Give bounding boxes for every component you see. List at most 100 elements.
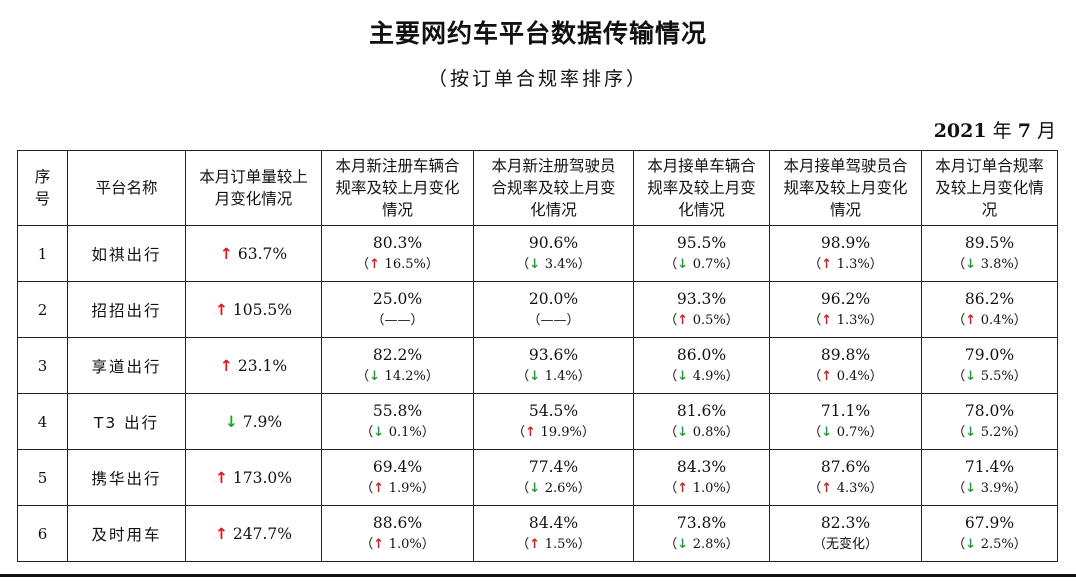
- header-index: 序号: [17, 150, 68, 226]
- metric-value: 90.6%: [528, 233, 579, 252]
- arrow-up-icon: ↑: [677, 480, 693, 496]
- orders-change-cell: ↑ 23.1%: [185, 337, 322, 394]
- metric-change-value: 5.2%: [980, 424, 1014, 440]
- metric-change-value: 0.7%: [836, 424, 870, 440]
- orders-change-cell: ↑ 247.7%: [185, 505, 322, 562]
- orders-change-value: 7.9%: [242, 412, 283, 431]
- metric-value: 80.3%: [372, 233, 423, 252]
- metric-value: 81.6%: [676, 401, 727, 420]
- metric-cell: 82.3% （无变化）: [769, 505, 922, 562]
- date-month-unit: 月: [1036, 120, 1056, 142]
- arrow-down-icon: ↓: [224, 412, 238, 431]
- arrow-down-icon: ↓: [965, 536, 981, 552]
- arrow-down-icon: ↓: [677, 536, 693, 552]
- header-orders: 本月订单量较上月变化情况: [185, 150, 322, 226]
- metric-change: （↑ 0.4%）: [808, 368, 883, 384]
- metric-cell: 71.1% （↓ 0.7%）: [769, 393, 922, 450]
- metric-change-value: 5.5%: [980, 368, 1014, 384]
- metric-cell: 84.3% （↑ 1.0%）: [633, 449, 770, 506]
- metric-change-value: 1.0%: [388, 536, 422, 552]
- row-index: 3: [17, 337, 68, 394]
- metric-cell: 93.3% （↑ 0.5%）: [633, 281, 770, 338]
- metric-change-value: 1.9%: [388, 480, 422, 496]
- metric-value: 54.5%: [528, 401, 579, 420]
- metric-change-value: 1.4%: [544, 368, 578, 384]
- metric-value: 84.4%: [528, 513, 579, 532]
- metric-change: （↓ 0.7%）: [664, 256, 739, 272]
- metric-change-value: 2.6%: [544, 480, 578, 496]
- arrow-up-icon: ↑: [373, 536, 389, 552]
- row-index: 4: [17, 393, 68, 450]
- arrow-down-icon: ↓: [369, 368, 385, 384]
- metric-value: 20.0%: [528, 289, 579, 308]
- metric-cell: 69.4% （↑ 1.9%）: [321, 449, 474, 506]
- header-platform-name: 平台名称: [67, 150, 186, 226]
- arrow-up-icon: ↑: [214, 300, 228, 319]
- platform-name: 如祺出行: [67, 225, 186, 282]
- platform-name: T3 出行: [67, 393, 186, 450]
- metric-change: （——）: [527, 312, 580, 328]
- metric-cell: 54.5% （↑ 19.9%）: [473, 393, 634, 450]
- platform-name: 携华出行: [67, 449, 186, 506]
- metric-cell: 81.6% （↓ 0.8%）: [633, 393, 770, 450]
- orders-change-value: 23.1%: [237, 356, 288, 375]
- arrow-up-icon: ↑: [821, 368, 837, 384]
- header-order-compliance: 本月订单合规率及较上月变化情况: [921, 150, 1058, 226]
- metric-change: （↑ 16.5%）: [356, 256, 439, 272]
- metric-cell: 82.2% （↓ 14.2%）: [321, 337, 474, 394]
- metric-value: 77.4%: [528, 457, 579, 476]
- date-year-unit: 年: [992, 120, 1012, 142]
- metric-value: 82.2%: [372, 345, 423, 364]
- metric-change: （↓ 2.5%）: [952, 536, 1027, 552]
- arrow-down-icon: ↓: [821, 424, 837, 440]
- arrow-down-icon: ↓: [965, 368, 981, 384]
- metric-cell: 86.0% （↓ 4.9%）: [633, 337, 770, 394]
- metric-change: （↓ 0.7%）: [808, 424, 883, 440]
- metric-cell: 87.6% （↑ 4.3%）: [769, 449, 922, 506]
- metric-change: （↑ 1.5%）: [516, 536, 591, 552]
- metric-change: （↓ 14.2%）: [356, 368, 439, 384]
- date-year: 2021: [933, 120, 987, 142]
- metric-change: （↓ 2.6%）: [516, 480, 591, 496]
- metric-change-value: 4.9%: [692, 368, 726, 384]
- metric-cell: 89.5% （↓ 3.8%）: [921, 225, 1058, 282]
- metric-value: 78.0%: [964, 401, 1015, 420]
- metric-change-value: 4.3%: [836, 480, 870, 496]
- metric-change-value: 16.5%: [384, 256, 426, 272]
- arrow-up-icon: ↑: [219, 356, 233, 375]
- metric-cell: 20.0% （——）: [473, 281, 634, 338]
- page-subtitle: （按订单合规率排序）: [427, 68, 648, 90]
- metric-change-value: 2.8%: [692, 536, 726, 552]
- metric-cell: 80.3% （↑ 16.5%）: [321, 225, 474, 282]
- orders-change-cell: ↑ 173.0%: [185, 449, 322, 506]
- arrow-down-icon: ↓: [677, 368, 693, 384]
- row-index: 1: [17, 225, 68, 282]
- metric-change: （↑ 1.0%）: [664, 480, 739, 496]
- header-new-drivers: 本月新注册驾驶员合规率及较上月变化情况: [473, 150, 634, 226]
- metric-value: 79.0%: [964, 345, 1015, 364]
- metric-cell: 93.6% （↓ 1.4%）: [473, 337, 634, 394]
- metric-change: （↑ 1.9%）: [360, 480, 435, 496]
- metric-change-value: 0.1%: [388, 424, 422, 440]
- table-row: 5 携华出行 ↑ 173.0% 69.4% （↑ 1.9%） 77.4% （↓ 2.6%） 8…: [17, 449, 1058, 506]
- metric-change-value: 3.9%: [980, 480, 1014, 496]
- metric-value: 67.9%: [964, 513, 1015, 532]
- arrow-down-icon: ↓: [529, 480, 545, 496]
- metric-change: （↑ 0.4%）: [952, 312, 1027, 328]
- table-row: 3 享道出行 ↑ 23.1% 82.2% （↓ 14.2%） 93.6% （↓ 1.4%） 8…: [17, 337, 1058, 394]
- arrow-down-icon: ↓: [965, 480, 981, 496]
- metric-change: （无变化）: [812, 536, 879, 552]
- metric-cell: 73.8% （↓ 2.8%）: [633, 505, 770, 562]
- metric-value: 98.9%: [820, 233, 871, 252]
- metric-change: （↑ 4.3%）: [808, 480, 883, 496]
- metric-value: 55.8%: [372, 401, 423, 420]
- metric-change: （——）: [371, 312, 424, 328]
- metric-value: 71.4%: [964, 457, 1015, 476]
- metric-cell: 77.4% （↓ 2.6%）: [473, 449, 634, 506]
- orders-change-value: 63.7%: [237, 244, 288, 263]
- arrow-up-icon: ↑: [965, 312, 981, 328]
- table-header-row: 序号 平台名称 本月订单量较上月变化情况 本月新注册车辆合规率及较上月变化情况 …: [17, 150, 1058, 226]
- metric-change-value: 无变化: [825, 536, 865, 552]
- orders-change-cell: ↑ 63.7%: [185, 225, 322, 282]
- metric-value: 84.3%: [676, 457, 727, 476]
